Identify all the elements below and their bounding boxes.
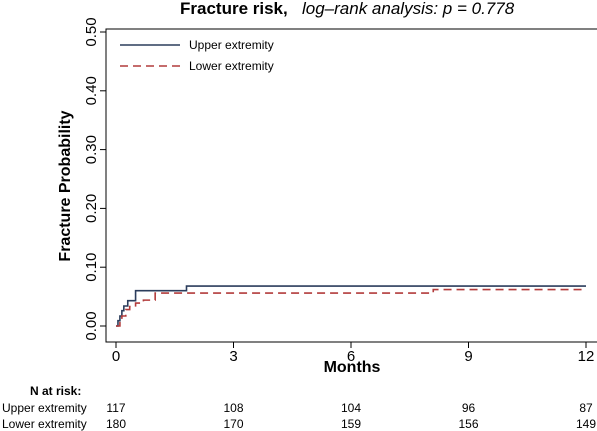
risk-count: 170 — [223, 417, 243, 431]
x-tick-label: 3 — [229, 348, 237, 365]
risk-count: 87 — [579, 401, 593, 415]
risk-count: 108 — [223, 401, 243, 415]
risk-count: 96 — [462, 401, 476, 415]
y-tick-label: 0.00 — [83, 311, 100, 340]
x-axis-title: Months — [324, 359, 381, 376]
y-axis: 0.00 0.10 0.20 0.30 0.40 0.50 — [83, 17, 106, 341]
risk-count: 149 — [576, 417, 596, 431]
series-line-lower-extremity — [116, 288, 586, 327]
risk-table-header: N at risk: — [30, 384, 81, 398]
risk-count: 104 — [341, 401, 361, 415]
y-tick-label: 0.50 — [83, 17, 100, 46]
risk-count: 159 — [341, 417, 361, 431]
legend-label-lower-extremity: Lower extremity — [189, 59, 274, 73]
risk-count: 156 — [458, 417, 478, 431]
plot-frame — [105, 28, 597, 343]
y-tick-label: 0.40 — [83, 76, 100, 105]
x-axis: 0 3 6 9 12 — [112, 342, 595, 365]
y-tick-label: 0.10 — [83, 253, 100, 282]
chart-title: Fracture risk, — [180, 0, 288, 18]
x-tick-label: 9 — [464, 348, 472, 365]
y-axis-title: Fracture Probability — [57, 110, 74, 261]
series-layer — [116, 285, 586, 327]
legend: Upper extremity Lower extremity — [120, 38, 274, 73]
legend-label-upper-extremity: Upper extremity — [189, 38, 274, 52]
risk-count: 117 — [106, 401, 125, 415]
risk-values: 117 108 104 96 87 180 170 159 156 149 — [106, 401, 596, 431]
risk-count: 180 — [106, 417, 126, 431]
risk-row-label-lower: Lower extremity — [2, 417, 87, 431]
chart-subtitle: log–rank analysis: p = 0.778 — [302, 0, 515, 18]
series-line-upper-extremity — [116, 285, 586, 327]
y-tick-label: 0.20 — [83, 194, 100, 223]
y-tick-label: 0.30 — [83, 135, 100, 164]
risk-table: N at risk: Upper extremity Lower extremi… — [2, 384, 596, 431]
x-tick-label: 6 — [347, 348, 355, 365]
x-tick-label: 12 — [578, 348, 595, 365]
x-tick-label: 0 — [112, 348, 120, 365]
risk-row-label-upper: Upper extremity — [2, 401, 87, 415]
